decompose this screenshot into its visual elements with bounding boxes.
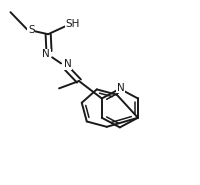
Text: S: S (28, 25, 35, 35)
Text: SH: SH (66, 19, 80, 29)
Text: N: N (64, 60, 72, 70)
Text: N: N (117, 83, 125, 93)
Text: N: N (42, 49, 50, 59)
